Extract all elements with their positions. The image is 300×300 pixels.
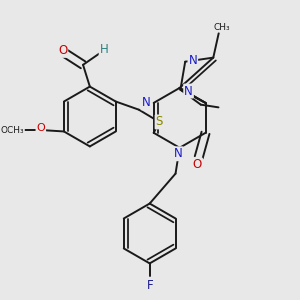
Text: N: N [142,96,151,110]
Text: N: N [174,147,183,160]
Text: N: N [184,85,193,98]
Text: S: S [156,116,163,128]
Text: OCH₃: OCH₃ [0,126,24,135]
Text: H: H [100,44,108,56]
Text: O: O [58,44,67,57]
Text: N: N [188,54,197,67]
Text: CH₃: CH₃ [214,22,230,32]
Text: O: O [193,158,202,171]
Text: O: O [36,123,45,133]
Text: F: F [146,279,153,292]
